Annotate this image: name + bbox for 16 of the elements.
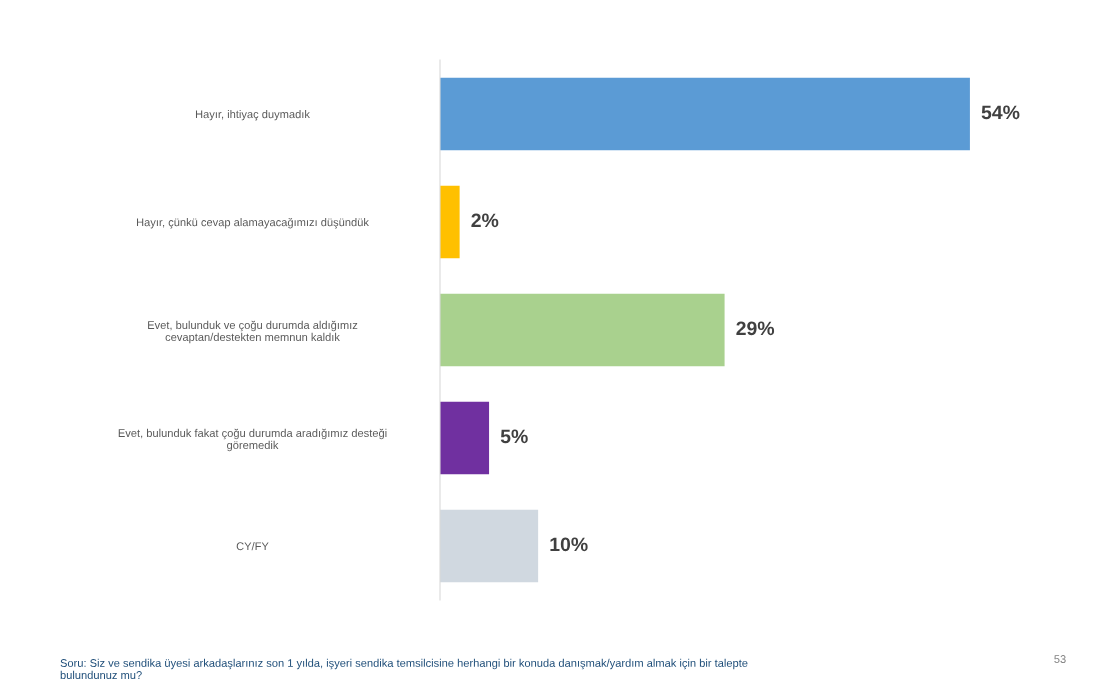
data-label: 29%	[736, 321, 775, 336]
y-tick-label: Hayır, çünkü cevap alamayacağımızı düşündük	[137, 217, 369, 229]
bar	[440, 77, 970, 151]
y-tick-label: Evet, bulunduk ve çoğu durumda aldığımız cevaptan/destekten memnun kaldık	[148, 320, 358, 344]
y-tick-label: Hayır, ihtiyaç duymadık	[195, 109, 310, 121]
bar	[440, 293, 725, 367]
text: Soru: Siz ve sendika üyesi arkadaşlarınız son 1 yılda, işyeri sendika temsilcisine herhangi bir konuda danışmak/yardım almak için bir talepte bulundunuz mu?	[60, 658, 748, 679]
y-tick-label: CY/FY	[236, 541, 269, 551]
data-label: 2%	[471, 213, 499, 228]
data-label: 5%	[500, 429, 528, 444]
y-tick-label: Evet, bulunduk fakat çoğu durumda aradığımız desteği göremedik	[118, 428, 387, 452]
bar	[440, 401, 490, 475]
data-label: 10%	[550, 537, 588, 552]
bar	[440, 185, 460, 259]
data-label: 54%	[981, 105, 1020, 120]
text: 53	[1054, 655, 1066, 663]
